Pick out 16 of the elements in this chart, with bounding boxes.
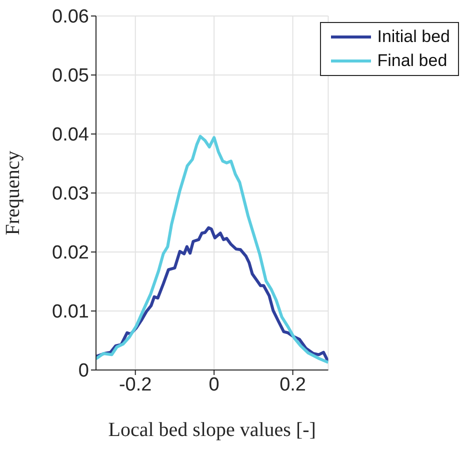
y-tick-label: 0.06 <box>52 6 89 28</box>
y-tick-label: 0.05 <box>52 66 89 87</box>
x-axis-title: Local bed slope values [-] <box>108 419 316 441</box>
y-tick-label: 0.04 <box>52 124 90 146</box>
y-tick-label: 0.02 <box>52 242 89 264</box>
y-tick-label: 0.03 <box>52 184 89 205</box>
y-tick-label: 0.01 <box>52 302 89 323</box>
legend-label: Final bed <box>377 50 448 72</box>
x-tick-label: 0.2 <box>280 374 306 396</box>
line-series <box>96 134 328 364</box>
y-axis-title: Frequency <box>2 150 24 236</box>
line-series <box>96 226 328 363</box>
y-tick-label: 0 <box>78 360 89 382</box>
legend-label: Initial bed <box>377 26 450 48</box>
x-tick-label: -0.2 <box>118 374 152 396</box>
x-tick-label: 0 <box>208 374 220 396</box>
